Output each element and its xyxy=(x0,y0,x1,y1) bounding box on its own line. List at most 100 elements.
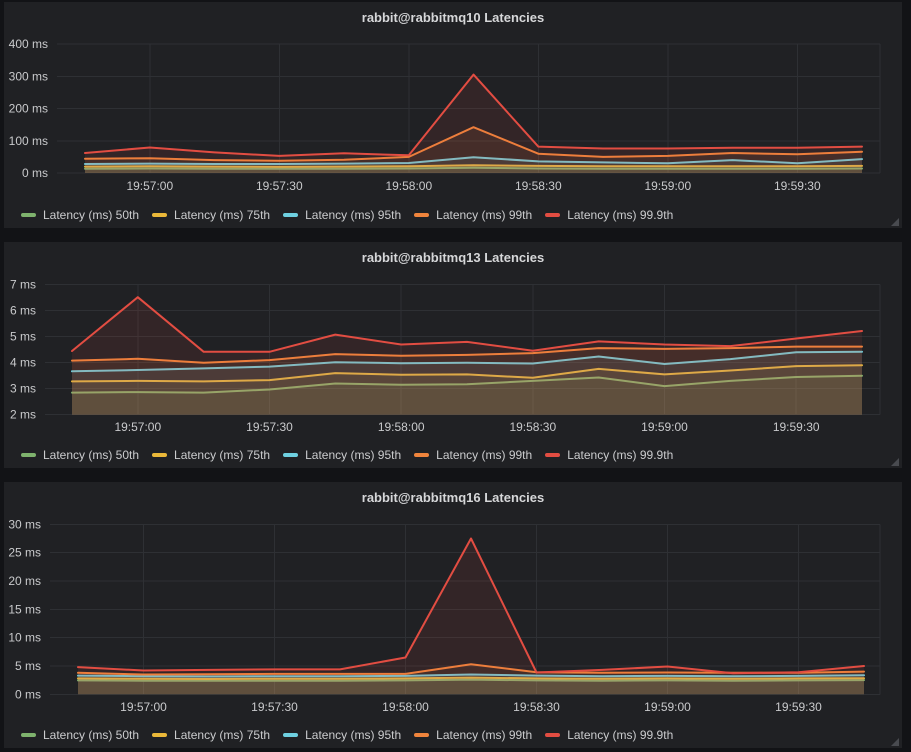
svg-text:19:59:00: 19:59:00 xyxy=(644,700,691,714)
svg-text:200 ms: 200 ms xyxy=(9,102,48,116)
resize-handle-icon[interactable] xyxy=(891,218,899,226)
axis-labels: 2 ms 3 ms 4 ms 5 ms 6 ms 7 ms 19:57:00 19:57:30… xyxy=(10,278,820,434)
legend-label: Latency (ms) 95th xyxy=(305,728,402,742)
legend-label: Latency (ms) 99.9th xyxy=(567,448,674,462)
panel-title[interactable]: rabbit@rabbitmq13 Latencies xyxy=(361,250,545,265)
series-latency-ms-95th xyxy=(71,350,863,415)
legend-label: Latency (ms) 50th xyxy=(43,208,140,222)
legend-label: Latency (ms) 95th xyxy=(305,208,402,222)
grid-lines xyxy=(57,43,881,174)
resize-handle-icon[interactable] xyxy=(891,738,899,746)
svg-text:19:58:30: 19:58:30 xyxy=(513,700,560,714)
legend-label: Latency (ms) 75th xyxy=(174,728,271,742)
series-latency-ms-95th xyxy=(84,156,863,173)
svg-text:0 ms: 0 ms xyxy=(15,687,41,701)
svg-text:6 ms: 6 ms xyxy=(10,304,36,318)
legend-item[interactable]: Latency (ms) 99th xyxy=(414,208,532,222)
svg-text:400 ms: 400 ms xyxy=(9,37,48,51)
panel-title[interactable]: rabbit@rabbitmq10 Latencies xyxy=(361,10,545,25)
legend-item[interactable]: Latency (ms) 50th xyxy=(21,728,139,742)
series-latency-ms-50th xyxy=(71,374,863,415)
svg-text:25 ms: 25 ms xyxy=(8,546,41,560)
legend-swatch-icon xyxy=(414,733,430,737)
svg-text:4 ms: 4 ms xyxy=(10,356,36,370)
series-latency-ms-75th xyxy=(84,164,863,173)
legend-swatch-icon xyxy=(545,453,561,457)
legend: Latency (ms) 50th Latency (ms) 75th Latenc… xyxy=(21,448,686,462)
legend-item[interactable]: Latency (ms) 99.9th xyxy=(545,448,673,462)
svg-text:3 ms: 3 ms xyxy=(10,382,36,396)
panel-rabbitmq10: rabbit@rabbitmq10 Latencies 0 ms 100 ms 20… xyxy=(4,2,902,228)
legend-item[interactable]: Latency (ms) 75th xyxy=(152,208,270,222)
resize-handle-icon[interactable] xyxy=(891,458,899,466)
svg-text:19:59:30: 19:59:30 xyxy=(775,700,822,714)
series-latency-ms-99th xyxy=(84,126,863,173)
svg-text:19:59:00: 19:59:00 xyxy=(644,179,691,193)
legend-item[interactable]: Latency (ms) 99th xyxy=(414,448,532,462)
svg-text:19:58:00: 19:58:00 xyxy=(378,420,425,434)
panel-rabbitmq16: rabbit@rabbitmq16 Latencies 0 ms 5 ms 10 m… xyxy=(4,482,902,748)
axis-labels: 0 ms 100 ms 200 ms 300 ms 400 ms 19:57:00 19:5… xyxy=(9,37,821,193)
legend-item[interactable]: Latency (ms) 50th xyxy=(21,208,139,222)
series-latency-ms-95th xyxy=(77,673,865,695)
svg-text:20 ms: 20 ms xyxy=(8,574,41,588)
legend-swatch-icon xyxy=(414,453,430,457)
svg-text:19:57:00: 19:57:00 xyxy=(126,179,173,193)
legend-swatch-icon xyxy=(152,453,168,457)
legend-item[interactable]: Latency (ms) 75th xyxy=(152,448,270,462)
series-latency-ms-75th xyxy=(77,676,865,695)
legend-label: Latency (ms) 99th xyxy=(436,728,533,742)
latency-chart[interactable]: 0 ms 5 ms 10 ms 15 ms 20 ms 25 ms 30 ms 19:57:0… xyxy=(4,482,902,748)
svg-text:19:58:00: 19:58:00 xyxy=(382,700,429,714)
legend-label: Latency (ms) 95th xyxy=(305,448,402,462)
latency-chart[interactable]: 0 ms 100 ms 200 ms 300 ms 400 ms 19:57:00 19:5… xyxy=(4,2,902,228)
svg-text:5 ms: 5 ms xyxy=(10,330,36,344)
svg-text:19:57:00: 19:57:00 xyxy=(114,420,161,434)
legend-item[interactable]: Latency (ms) 95th xyxy=(283,448,401,462)
legend-swatch-icon xyxy=(21,213,36,217)
legend-item[interactable]: Latency (ms) 75th xyxy=(152,728,270,742)
svg-text:19:59:30: 19:59:30 xyxy=(773,420,820,434)
legend-swatch-icon xyxy=(152,213,168,217)
legend-swatch-icon xyxy=(21,733,36,737)
legend-item[interactable]: Latency (ms) 99.9th xyxy=(545,208,673,222)
legend-item[interactable]: Latency (ms) 99th xyxy=(414,728,532,742)
legend-label: Latency (ms) 99.9th xyxy=(567,208,674,222)
series-latency-ms-99.9th xyxy=(84,73,863,173)
legend-label: Latency (ms) 99th xyxy=(436,448,533,462)
svg-text:19:59:30: 19:59:30 xyxy=(774,179,821,193)
svg-text:19:58:30: 19:58:30 xyxy=(515,179,562,193)
svg-text:300 ms: 300 ms xyxy=(9,69,48,83)
legend-item[interactable]: Latency (ms) 50th xyxy=(21,448,139,462)
svg-text:19:57:30: 19:57:30 xyxy=(256,179,303,193)
svg-text:19:57:30: 19:57:30 xyxy=(246,420,293,434)
axis-labels: 0 ms 5 ms 10 ms 15 ms 20 ms 25 ms 30 ms 19:57:0… xyxy=(8,517,822,714)
svg-text:19:57:00: 19:57:00 xyxy=(120,700,167,714)
series-latency-ms-50th xyxy=(77,678,865,695)
svg-text:19:58:30: 19:58:30 xyxy=(509,420,556,434)
series-latency-ms-99.9th xyxy=(77,537,865,695)
legend-label: Latency (ms) 75th xyxy=(174,448,271,462)
legend-label: Latency (ms) 99th xyxy=(436,208,533,222)
svg-text:100 ms: 100 ms xyxy=(9,134,48,148)
legend-label: Latency (ms) 50th xyxy=(43,448,140,462)
legend-label: Latency (ms) 50th xyxy=(43,728,140,742)
svg-text:10 ms: 10 ms xyxy=(8,631,41,645)
panel-title[interactable]: rabbit@rabbitmq16 Latencies xyxy=(361,490,545,505)
svg-text:19:57:30: 19:57:30 xyxy=(251,700,298,714)
series-latency-ms-99th xyxy=(71,345,863,415)
legend-item[interactable]: Latency (ms) 95th xyxy=(283,728,401,742)
legend-swatch-icon xyxy=(414,213,430,217)
legend-swatch-icon xyxy=(545,733,561,737)
legend-swatch-icon xyxy=(283,453,299,457)
panel-rabbitmq13: rabbit@rabbitmq13 Latencies 2 ms 3 ms 4 ms… xyxy=(4,242,902,468)
legend: Latency (ms) 50th Latency (ms) 75th Latenc… xyxy=(21,728,686,742)
series-latency-ms-50th xyxy=(84,166,863,173)
legend-swatch-icon xyxy=(152,733,168,737)
legend-item[interactable]: Latency (ms) 95th xyxy=(283,208,401,222)
latency-chart[interactable]: 2 ms 3 ms 4 ms 5 ms 6 ms 7 ms 19:57:00 19:57:30… xyxy=(4,242,902,468)
legend-label: Latency (ms) 99.9th xyxy=(567,728,674,742)
svg-text:2 ms: 2 ms xyxy=(10,408,36,422)
legend-label: Latency (ms) 75th xyxy=(174,208,271,222)
legend-item[interactable]: Latency (ms) 99.9th xyxy=(545,728,673,742)
